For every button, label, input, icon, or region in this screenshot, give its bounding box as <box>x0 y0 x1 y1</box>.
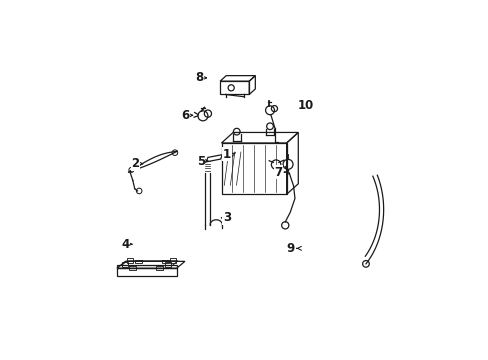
Text: 1: 1 <box>223 148 231 161</box>
Bar <box>117 268 176 275</box>
Bar <box>170 258 176 263</box>
Bar <box>117 265 176 268</box>
Text: 9: 9 <box>286 242 294 255</box>
Text: 4: 4 <box>121 238 129 251</box>
Bar <box>129 266 136 270</box>
Text: 5: 5 <box>196 154 204 167</box>
Bar <box>221 143 286 194</box>
Text: 6: 6 <box>181 109 189 122</box>
Text: 3: 3 <box>223 211 231 224</box>
Text: 10: 10 <box>297 99 313 112</box>
Bar <box>135 260 142 264</box>
Bar <box>164 262 171 267</box>
Text: 7: 7 <box>274 166 282 179</box>
Bar <box>162 260 168 264</box>
Text: 2: 2 <box>131 157 140 170</box>
Bar <box>122 262 128 267</box>
Bar <box>220 81 249 94</box>
Bar <box>127 258 133 263</box>
Text: 8: 8 <box>195 71 203 84</box>
Bar <box>156 266 163 270</box>
